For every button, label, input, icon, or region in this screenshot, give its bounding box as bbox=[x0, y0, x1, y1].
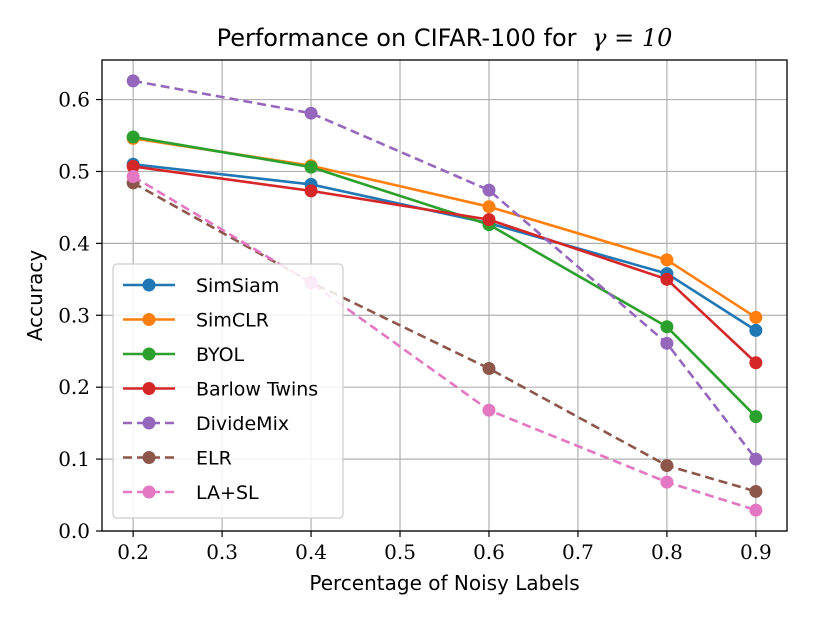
data-point bbox=[660, 272, 674, 286]
data-point bbox=[126, 159, 140, 173]
legend-marker bbox=[142, 382, 156, 395]
legend-label: Barlow Twins bbox=[196, 379, 318, 401]
data-point bbox=[126, 169, 140, 183]
data-point bbox=[304, 160, 318, 174]
data-point bbox=[660, 320, 674, 334]
legend-item-byol: BYOL bbox=[123, 344, 245, 366]
legend-box bbox=[112, 263, 344, 519]
legend: SimSiam SimCLR BYOL Barlow Twins DivideMix EL… bbox=[112, 263, 344, 519]
data-point bbox=[304, 184, 318, 198]
series-barlow-twins bbox=[126, 159, 763, 370]
data-point bbox=[749, 503, 763, 517]
legend-item-barlow-twins: Barlow Twins bbox=[123, 379, 318, 401]
data-point bbox=[304, 106, 318, 120]
series-line bbox=[132, 181, 757, 493]
legend-label: SimCLR bbox=[196, 310, 269, 332]
x-tick-label: 0.2 bbox=[117, 540, 149, 564]
chart-title: Performance on CIFAR-100 for γ = 10 bbox=[217, 24, 673, 52]
x-tick-label: 0.5 bbox=[384, 540, 416, 564]
legend-marker bbox=[142, 451, 156, 464]
legend-label: ELR bbox=[196, 448, 232, 470]
legend-marker bbox=[142, 313, 156, 326]
legend-marker bbox=[142, 416, 156, 430]
y-tick-label: 0.4 bbox=[58, 231, 90, 255]
legend-label: SimSiam bbox=[196, 275, 279, 297]
series-lines bbox=[126, 74, 763, 517]
data-point bbox=[126, 130, 140, 144]
x-tick-label: 0.9 bbox=[740, 540, 772, 564]
legend-item-simsiam: SimSiam bbox=[123, 275, 279, 297]
data-point bbox=[482, 361, 496, 375]
data-point bbox=[749, 484, 763, 498]
data-point bbox=[482, 183, 496, 197]
legend-item-simclr: SimCLR bbox=[123, 310, 269, 332]
data-point bbox=[660, 253, 674, 267]
y-tick-label: 0.2 bbox=[58, 375, 90, 399]
plot-frame bbox=[101, 59, 788, 532]
x-tick-label: 0.6 bbox=[473, 540, 505, 564]
data-point bbox=[749, 410, 763, 424]
legend-item-la-sl: LA+SL bbox=[123, 482, 259, 504]
data-point bbox=[126, 74, 140, 88]
x-axis-title: Percentage of Noisy Labels bbox=[309, 571, 579, 595]
data-point bbox=[660, 459, 674, 473]
y-axis-title: Accuracy bbox=[23, 250, 47, 341]
y-tick-label: 0.5 bbox=[58, 159, 90, 183]
legend-marker bbox=[142, 485, 156, 499]
data-point bbox=[749, 323, 763, 337]
chart-title-text: Performance on CIFAR-100 for bbox=[217, 24, 577, 52]
x-tick-label: 0.8 bbox=[651, 540, 683, 564]
legend-marker bbox=[142, 278, 156, 292]
data-point bbox=[482, 200, 496, 214]
data-point bbox=[482, 403, 496, 417]
series-line bbox=[132, 79, 757, 460]
y-tick-label: 0.3 bbox=[58, 303, 90, 327]
data-point bbox=[482, 213, 496, 227]
chart-title-math: γ = 10 bbox=[592, 24, 672, 52]
data-point bbox=[660, 475, 674, 489]
x-tick-label: 0.7 bbox=[562, 540, 594, 564]
legend-label: DivideMix bbox=[196, 413, 289, 435]
x-tick-label: 0.3 bbox=[206, 540, 238, 564]
series-dividemix bbox=[126, 74, 763, 466]
legend-label: BYOL bbox=[196, 344, 245, 366]
legend-marker bbox=[142, 347, 156, 361]
y-tick-label: 0.1 bbox=[58, 447, 90, 471]
axis-ticks: 0.2 0.3 0.4 0.5 0.6 0.7 0.8 0.9 0.0 0.1 0.2 0.3 0.4 0… bbox=[58, 88, 772, 564]
legend-item-elr: ELR bbox=[123, 448, 232, 470]
data-point bbox=[749, 356, 763, 370]
y-tick-label: 0.6 bbox=[58, 88, 90, 112]
legend-item-dividemix: DivideMix bbox=[123, 413, 289, 435]
y-tick-label: 0.0 bbox=[58, 519, 90, 543]
data-point bbox=[749, 310, 763, 324]
legend-label: LA+SL bbox=[196, 482, 259, 504]
x-tick-label: 0.4 bbox=[295, 540, 327, 564]
data-point bbox=[749, 452, 763, 466]
data-point bbox=[660, 336, 674, 350]
